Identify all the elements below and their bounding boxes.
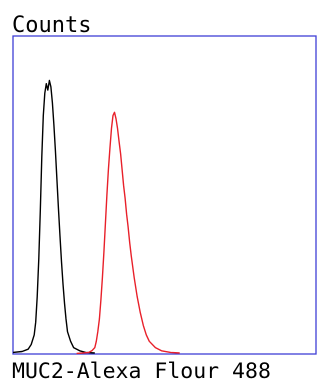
series-layer	[12, 79, 180, 355]
histogram-series-1	[12, 79, 95, 354]
plot-frame	[12, 35, 317, 355]
x-axis-title: MUC2-Alexa Flour 488	[12, 359, 271, 383]
y-axis-title: Counts	[12, 13, 91, 38]
histogram-series-2	[76, 111, 180, 355]
